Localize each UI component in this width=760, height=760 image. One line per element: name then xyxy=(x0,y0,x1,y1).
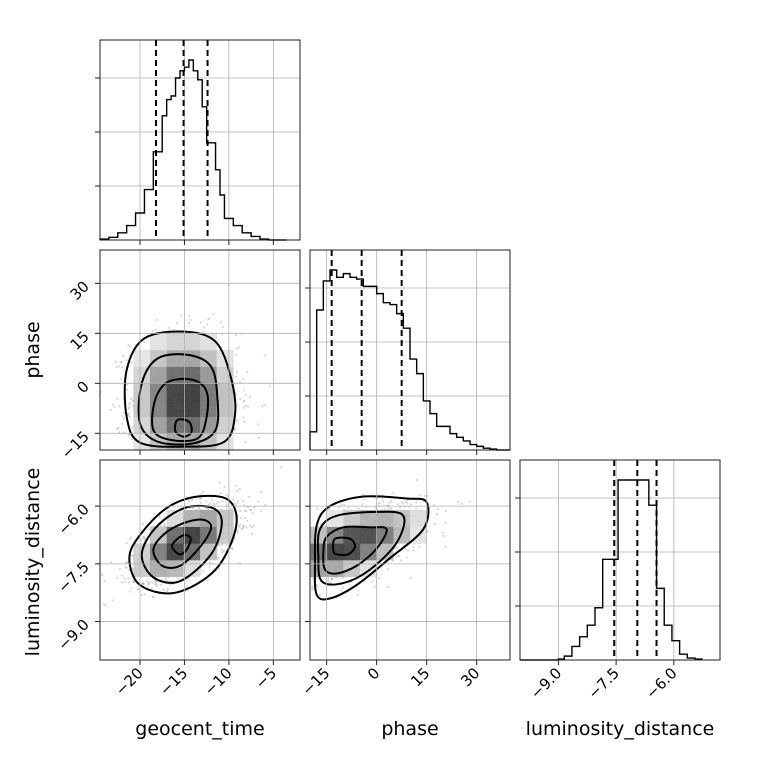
y-tick-label: −7.5 xyxy=(54,558,92,596)
contour-level-2 xyxy=(152,518,213,569)
marginal-panel-geocent-time xyxy=(95,39,301,245)
x-tick-label: −5 xyxy=(252,664,280,692)
x-tick-label: −9.0 xyxy=(527,664,565,702)
y-tick-label: 15 xyxy=(67,327,93,353)
x-axis-label-luminosity-distance: luminosity_distance xyxy=(526,718,715,740)
contour-level-1 xyxy=(332,536,357,556)
x-tick-label: −15 xyxy=(298,664,333,699)
contour-level-3 xyxy=(316,510,406,586)
marginal-panel-phase xyxy=(305,249,511,455)
contour-level-4 xyxy=(123,330,237,448)
y-axis-label-luminosity-distance: luminosity_distance xyxy=(22,468,44,657)
panel-frame xyxy=(309,459,511,661)
panel-frame xyxy=(309,249,511,451)
x-tick-label: 30 xyxy=(457,664,483,690)
joint-plot-area xyxy=(100,466,283,607)
joint-plot-area xyxy=(100,284,271,450)
y-tick-label: −6.0 xyxy=(54,500,92,538)
contour-level-1 xyxy=(171,533,192,556)
y-tick-label: −15 xyxy=(58,427,93,462)
histogram-geocent-time xyxy=(99,59,287,241)
x-tick-label: 0 xyxy=(364,664,383,683)
x-tick-label: −20 xyxy=(112,664,147,699)
x-tick-label: −10 xyxy=(201,664,236,699)
panel-frame xyxy=(99,249,301,451)
density-shading xyxy=(133,333,234,450)
contour-level-2 xyxy=(151,377,210,443)
contour-level-3 xyxy=(140,504,223,584)
contour-level-1 xyxy=(174,418,193,438)
x-axis-label-geocent-time: geocent_time xyxy=(135,718,264,740)
contour-level-4 xyxy=(128,494,238,595)
histogram-luminosity-distance xyxy=(520,479,703,661)
x-tick-label: −15 xyxy=(156,664,191,699)
panel-frame xyxy=(99,459,301,661)
contour-level-3 xyxy=(137,353,220,446)
panel-frame xyxy=(519,459,721,661)
histogram-phase xyxy=(309,269,510,451)
x-axis-label-phase: phase xyxy=(381,718,438,740)
joint-plot-area xyxy=(310,478,471,601)
joint-panel-phase-vs-luminosity-distance: −15 0 15 30 xyxy=(298,459,511,699)
x-tick-label: 15 xyxy=(407,664,433,690)
x-tick-label: −6.0 xyxy=(642,664,680,702)
y-tick-label: −9.0 xyxy=(54,616,92,654)
x-tick-label: −7.5 xyxy=(584,664,622,702)
y-tick-label: 30 xyxy=(67,277,93,303)
marginal-panel-luminosity-distance: −9.0 −7.5 −6.0 xyxy=(515,459,721,703)
contour-level-2 xyxy=(322,525,388,575)
y-tick-label: 0 xyxy=(73,377,92,396)
contour-level-4 xyxy=(313,495,430,601)
joint-panel-geocent-time-vs-phase: −15 0 15 30 xyxy=(58,249,301,463)
y-axis-label-phase: phase xyxy=(22,321,44,378)
joint-panel-geocent-time-vs-luminosity-distance: −20 −15 −10 −5 −9.0 −7.5 −6.0 xyxy=(54,459,301,699)
panel-frame xyxy=(99,39,301,241)
